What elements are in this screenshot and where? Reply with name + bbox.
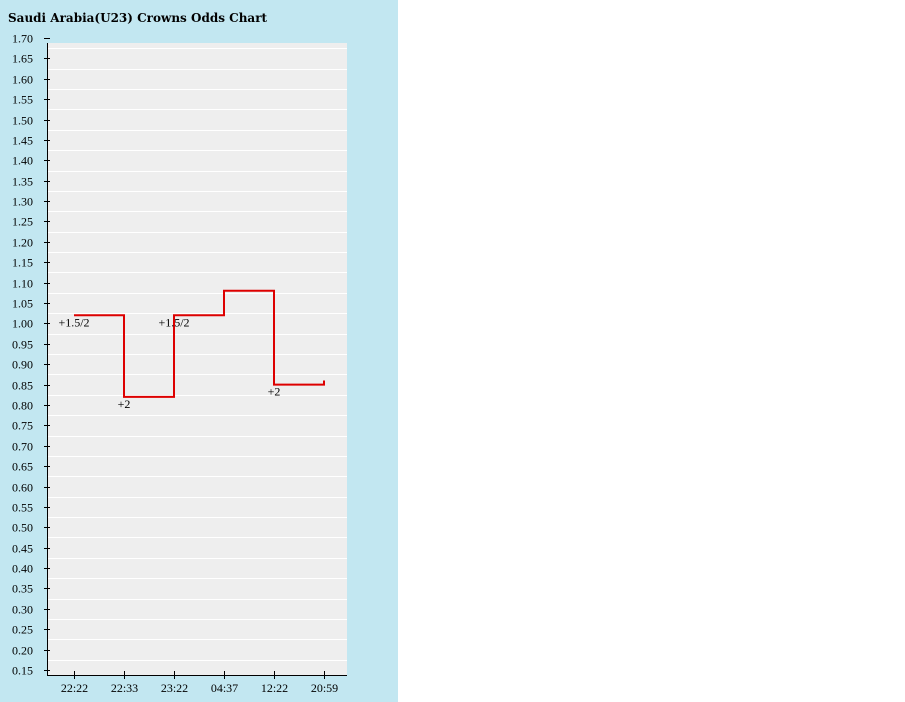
plot-area (47, 43, 347, 675)
y-tick-label: 0.75 (12, 419, 33, 433)
y-tick-label: 1.45 (12, 134, 33, 148)
y-tick-label: 0.35 (12, 582, 33, 596)
x-tick-label: 22:33 (111, 681, 138, 695)
y-tick-label: 1.00 (12, 317, 33, 331)
odds-chart: 1.70 1.65 1.60 1.55 1.50 1.45 1.40 1.35 1.30 1.25… (12, 32, 347, 695)
y-tick-label: 0.65 (12, 460, 33, 474)
y-tick-label: 1.60 (12, 73, 33, 87)
y-tick-label: 0.45 (12, 542, 33, 556)
handicap-label: +1.5/2 (58, 315, 89, 329)
y-tick-label: 0.15 (12, 664, 33, 678)
y-tick-label: 0.85 (12, 379, 33, 393)
y-tick-label: 0.40 (12, 562, 33, 576)
y-tick-label: 0.95 (12, 338, 33, 352)
y-tick-label: 1.40 (12, 154, 33, 168)
handicap-label: +2 (118, 397, 131, 411)
x-tick-label: 04:37 (211, 681, 238, 695)
y-tick-label: 1.05 (12, 297, 33, 311)
x-tick-label: 12:22 (261, 681, 288, 695)
y-tick-label: 0.80 (12, 399, 33, 413)
y-tick-label: 1.15 (12, 256, 33, 270)
y-tick-label: 0.90 (12, 358, 33, 372)
y-tick-label: 1.25 (12, 215, 33, 229)
y-tick-label: 0.60 (12, 481, 33, 495)
y-tick-label: 0.70 (12, 440, 33, 454)
y-tick-label: 0.50 (12, 521, 33, 535)
y-tick-label: 1.50 (12, 114, 33, 128)
y-tick-label: 0.55 (12, 501, 33, 515)
y-tick-label: 0.20 (12, 644, 33, 658)
x-tick-label: 22:22 (61, 681, 88, 695)
y-tick-label: 1.20 (12, 236, 33, 250)
y-tick-label: 1.55 (12, 93, 33, 107)
y-tick-label: 1.35 (12, 175, 33, 189)
handicap-label: +1.5/2 (158, 315, 189, 329)
y-tick-label: 0.30 (12, 603, 33, 617)
y-tick-label: 1.10 (12, 277, 33, 291)
x-tick-label: 23:22 (161, 681, 188, 695)
x-tick-label: 20:59 (311, 681, 338, 695)
series-line (74, 289, 325, 398)
y-tick-label: 0.25 (12, 623, 33, 637)
y-tick-label: 1.65 (12, 52, 33, 66)
y-tick-label: 1.30 (12, 195, 33, 209)
handicap-label: +2 (268, 385, 281, 399)
y-tick-label: 1.70 (12, 32, 33, 46)
chart-title: Saudi Arabia(U23) Crowns Odds Chart (8, 11, 268, 25)
